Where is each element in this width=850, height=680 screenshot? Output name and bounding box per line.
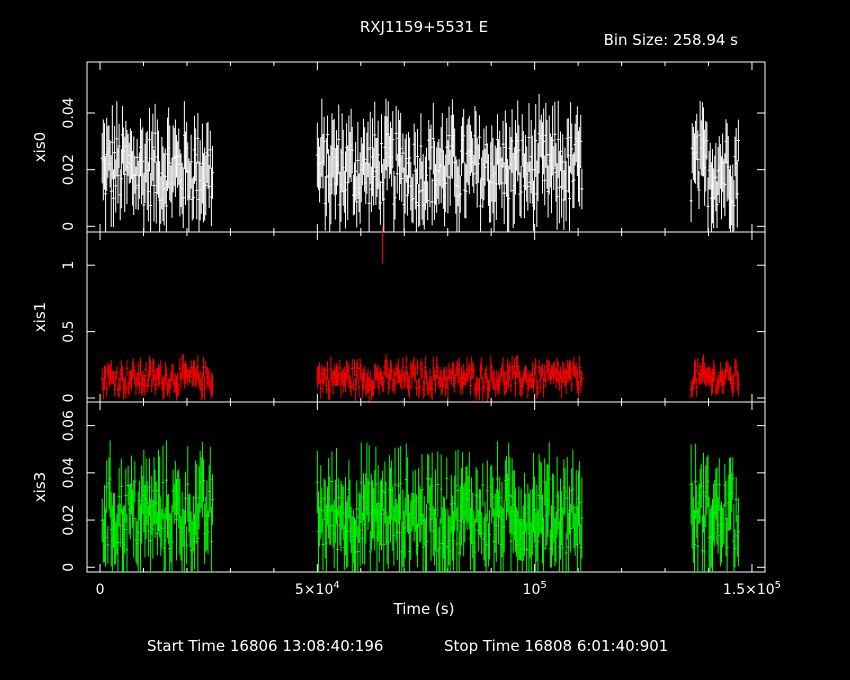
- y-tick-label: 0.5: [61, 320, 77, 342]
- y-tick-label: 0.04: [61, 97, 77, 128]
- y-tick-label: 0.02: [61, 504, 77, 535]
- x-tick-label: 105: [523, 580, 547, 598]
- y-tick-label: 0.02: [61, 154, 77, 185]
- panel-frame: [86, 401, 766, 573]
- x-tick-label: 0: [96, 582, 105, 598]
- start-time-text: Start Time 16806 13:08:40:196: [147, 637, 383, 655]
- panel-xis3: 0 0.02 0.04 0.06 xis3: [31, 401, 766, 573]
- y-tick-label: 0: [61, 563, 77, 572]
- stop-time-text: Stop Time 16808 6:01:40:901: [444, 637, 668, 655]
- y-tick-label: 0.06: [61, 410, 77, 441]
- x-tick-label: 1.5×105: [723, 580, 781, 598]
- x-tick-label: 5×104: [295, 580, 340, 598]
- panel-xis0: 0 0.02 0.04 xis0: [31, 61, 766, 233]
- chart-title: RXJ1159+5531 E: [360, 18, 488, 36]
- y-axis-label: xis3: [31, 472, 49, 502]
- series-xis3: [100, 440, 740, 572]
- y-tick-label: 0: [61, 222, 77, 231]
- bin-size-label: Bin Size: 258.94 s: [604, 31, 739, 49]
- y-tick-label: 0: [61, 394, 77, 403]
- y-axis-label: xis0: [31, 132, 49, 162]
- panel-xis1: 0 0.5 1 xis1: [31, 226, 766, 403]
- series-xis0: [100, 93, 740, 232]
- y-tick-label: 1: [61, 261, 77, 270]
- x-axis-label: Time (s): [393, 600, 455, 618]
- y-axis-label: xis1: [31, 302, 49, 332]
- y-tick-label: 0.04: [61, 457, 77, 488]
- series-xis1: [100, 226, 740, 402]
